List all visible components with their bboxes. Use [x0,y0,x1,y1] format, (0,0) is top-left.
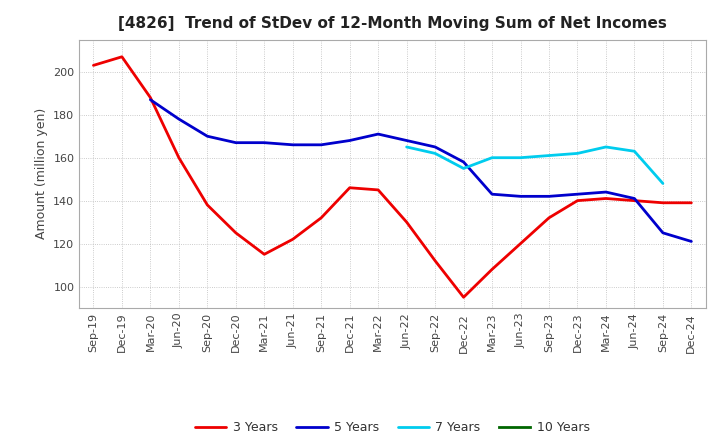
5 Years [146,97,155,103]
5 Years [289,142,297,147]
5 Years [602,189,611,194]
3 Years [89,63,98,68]
3 Years [317,215,325,220]
3 Years [545,215,554,220]
3 Years [232,230,240,235]
Line: 7 Years: 7 Years [407,147,663,183]
3 Years [487,267,496,272]
7 Years [402,144,411,150]
3 Years [117,54,126,59]
3 Years [516,241,525,246]
5 Years [459,159,468,165]
3 Years [260,252,269,257]
7 Years [545,153,554,158]
3 Years [459,295,468,300]
3 Years [374,187,382,193]
3 Years [146,95,155,100]
3 Years [573,198,582,203]
5 Years [687,239,696,244]
5 Years [487,191,496,197]
7 Years [630,149,639,154]
5 Years [203,134,212,139]
3 Years [346,185,354,191]
3 Years [289,237,297,242]
5 Years [317,142,325,147]
3 Years [602,196,611,201]
5 Years [374,132,382,137]
3 Years [402,220,411,225]
Line: 3 Years: 3 Years [94,57,691,297]
7 Years [659,181,667,186]
Legend: 3 Years, 5 Years, 7 Years, 10 Years: 3 Years, 5 Years, 7 Years, 10 Years [190,416,595,439]
7 Years [573,151,582,156]
5 Years [630,196,639,201]
3 Years [630,198,639,203]
3 Years [174,155,183,160]
7 Years [459,166,468,171]
5 Years [232,140,240,145]
5 Years [573,191,582,197]
3 Years [431,258,439,264]
7 Years [487,155,496,160]
5 Years [545,194,554,199]
7 Years [431,151,439,156]
Y-axis label: Amount (million yen): Amount (million yen) [35,108,48,239]
3 Years [203,202,212,208]
3 Years [659,200,667,205]
5 Years [174,117,183,122]
5 Years [431,144,439,150]
5 Years [346,138,354,143]
3 Years [687,200,696,205]
Line: 5 Years: 5 Years [150,100,691,242]
5 Years [659,230,667,235]
7 Years [516,155,525,160]
7 Years [602,144,611,150]
5 Years [260,140,269,145]
Title: [4826]  Trend of StDev of 12-Month Moving Sum of Net Incomes: [4826] Trend of StDev of 12-Month Moving… [118,16,667,32]
5 Years [516,194,525,199]
5 Years [402,138,411,143]
